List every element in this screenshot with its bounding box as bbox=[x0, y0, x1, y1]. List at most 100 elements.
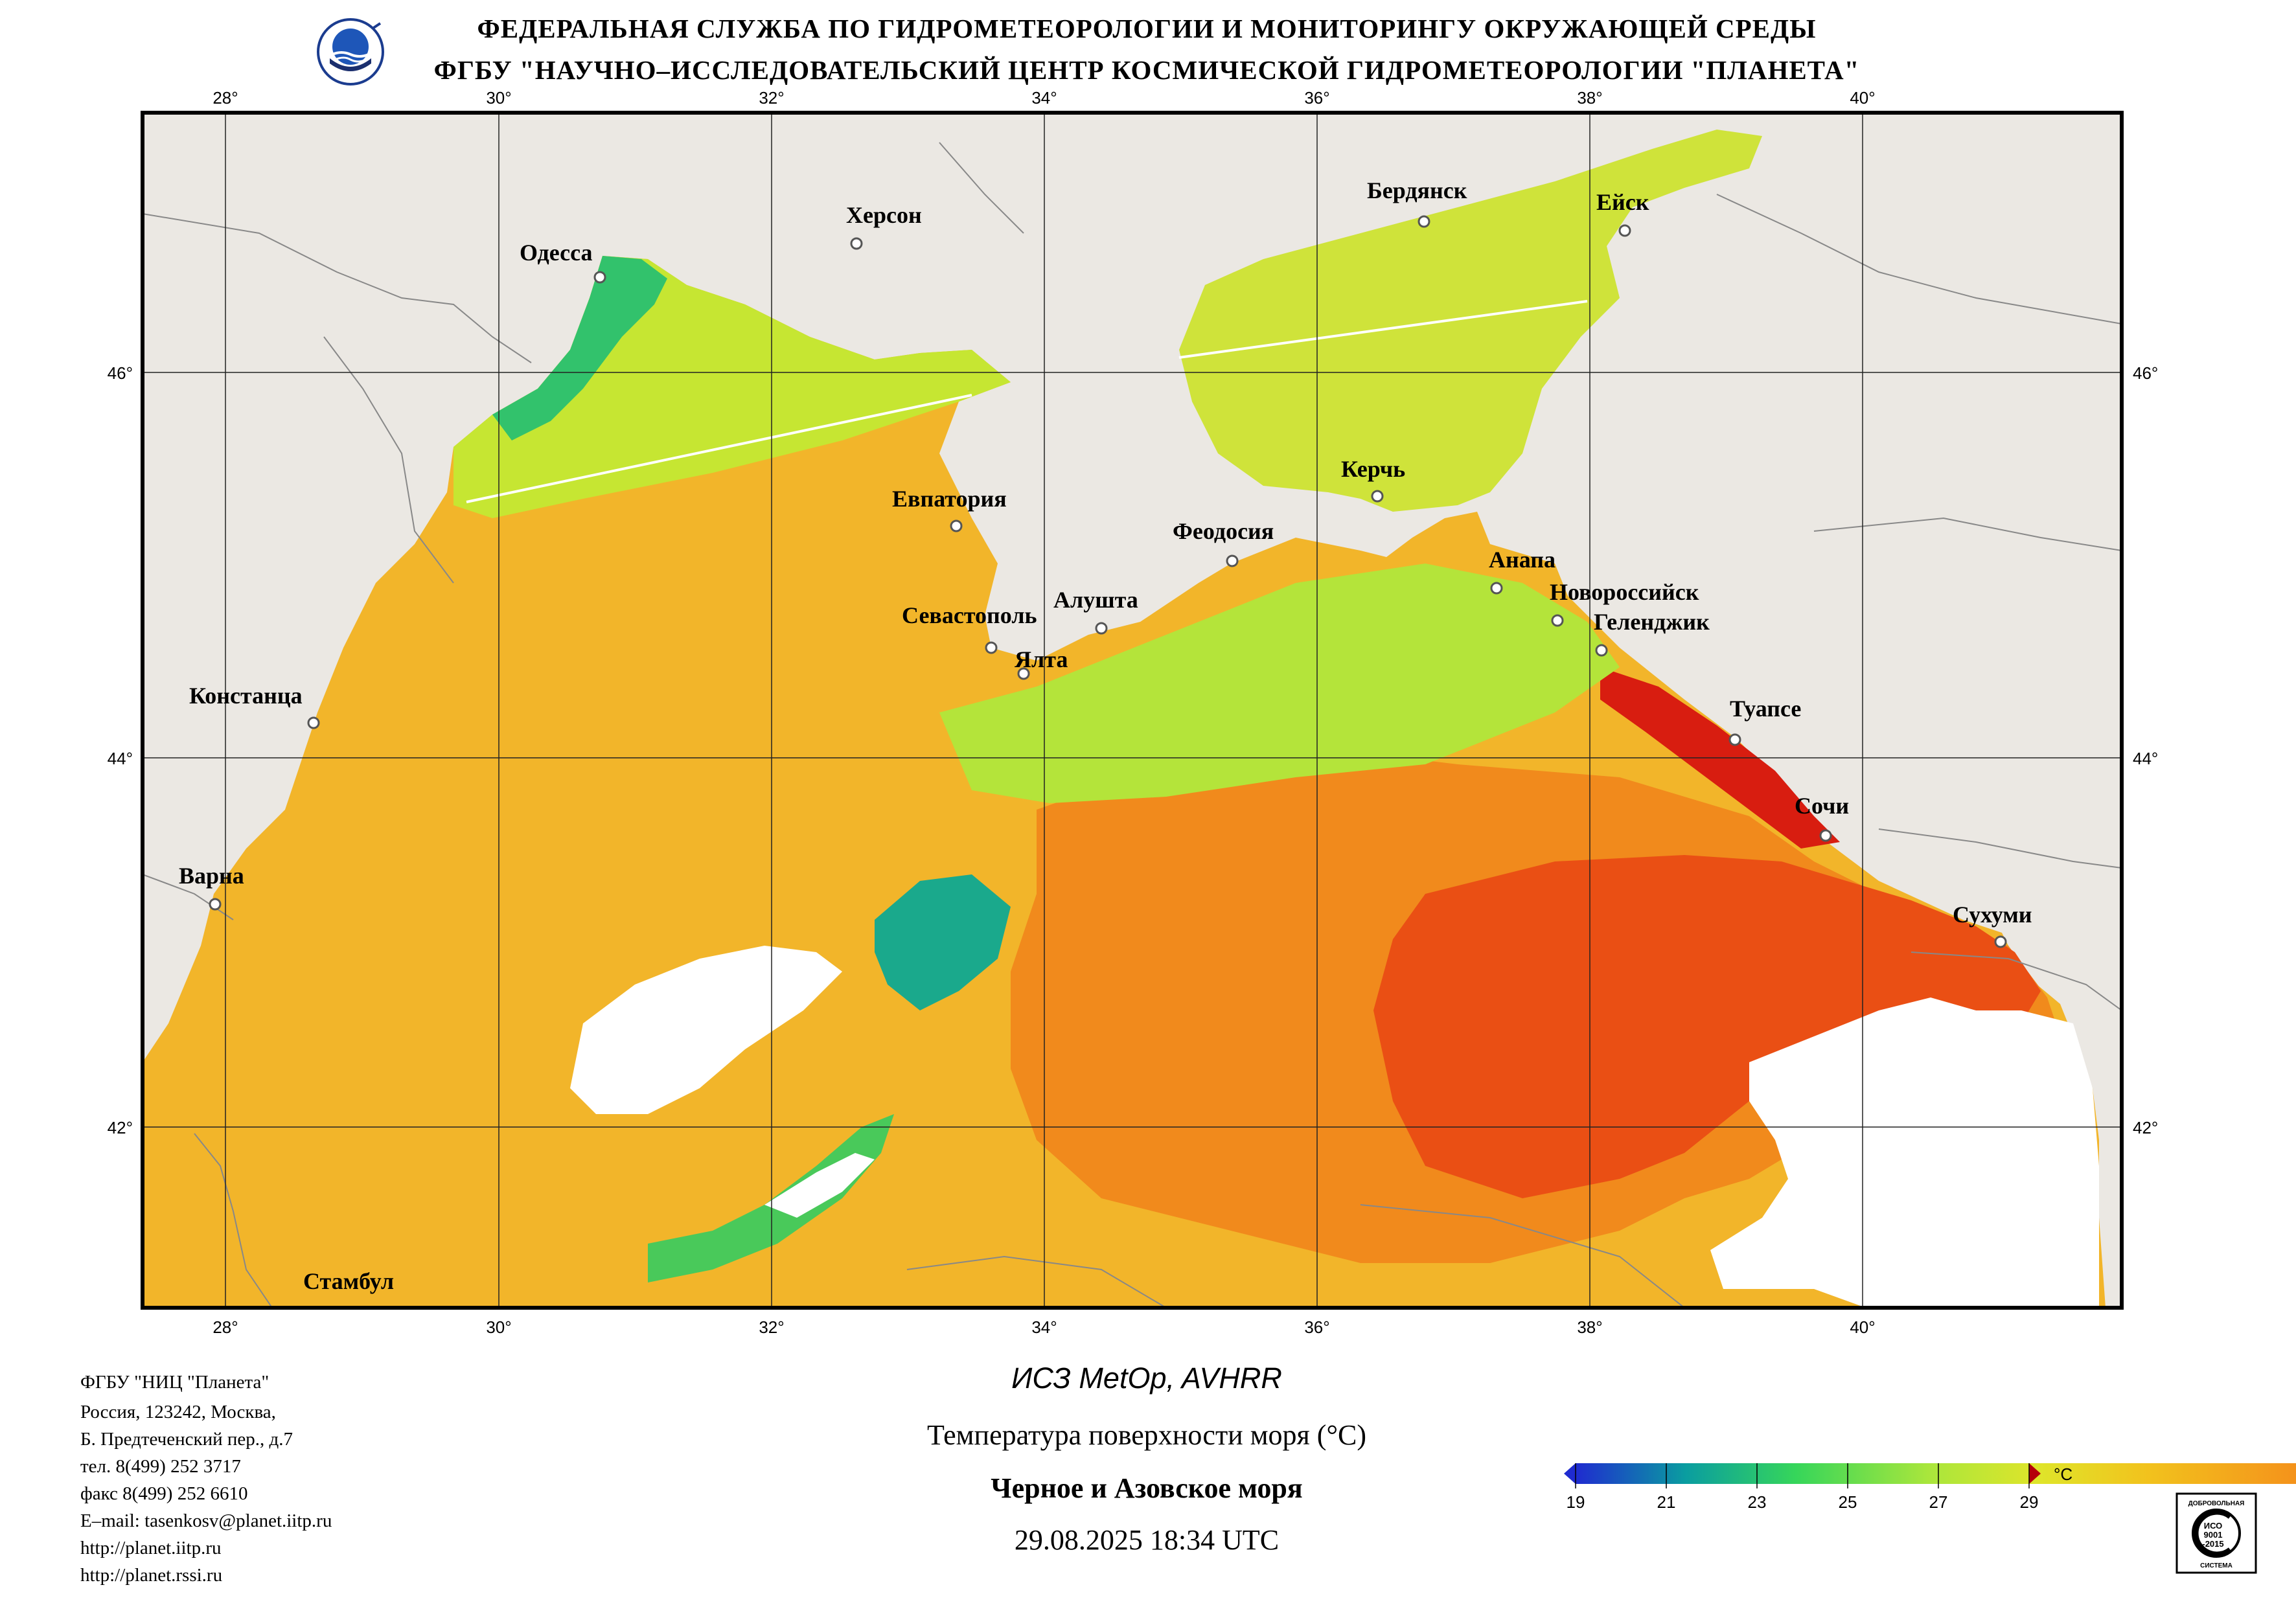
caption-region: Черное и Азовское моря bbox=[991, 1472, 1303, 1504]
sst-colorbar: 19 21 23 25 27 29 °C bbox=[1564, 1463, 2296, 1512]
cloud-mask-east bbox=[1710, 997, 2099, 1308]
map-frame bbox=[141, 111, 2124, 1310]
colorbar-tick-label: 21 bbox=[1657, 1492, 1676, 1512]
lon-label: 40° bbox=[1850, 1317, 1875, 1337]
info-url2[interactable]: http://planet.rssi.ru bbox=[80, 1565, 223, 1586]
lon-label: 30° bbox=[486, 1317, 511, 1337]
info-email[interactable]: E–mail: tasenkosv@planet.iitp.ru bbox=[80, 1510, 332, 1531]
caption-datetime: 29.08.2025 18:34 UTC bbox=[1014, 1524, 1280, 1556]
city-marker bbox=[850, 237, 863, 250]
colorbar-unit: °C bbox=[2054, 1465, 2072, 1484]
azov-white-swath-line bbox=[1178, 300, 1588, 359]
badge-bottom-text: СИСТЕМА bbox=[2200, 1562, 2233, 1569]
lat-label: 44° bbox=[2133, 749, 2158, 768]
city-marker bbox=[1095, 622, 1108, 635]
crimea-upwelling-zone bbox=[939, 564, 1620, 803]
info-phone: тел. 8(499) 252 3717 bbox=[80, 1456, 241, 1477]
header-title-line2: ФГБУ "НАУЧНО–ИССЛЕДОВАТЕЛЬСКИЙ ЦЕНТР КОС… bbox=[433, 55, 1860, 85]
central-cold-eddy bbox=[875, 874, 1011, 1010]
city-label-yalta: Ялта bbox=[1015, 646, 1068, 672]
badge-top-text: ДОБРОВОЛЬНАЯ bbox=[2188, 1500, 2245, 1507]
caption-parameter: Температура поверхности моря (°С) bbox=[926, 1419, 1367, 1451]
coordinate-grid bbox=[143, 113, 2122, 1308]
lon-label: 32° bbox=[759, 88, 784, 108]
lon-label: 38° bbox=[1577, 88, 1602, 108]
lon-label: 32° bbox=[759, 1317, 784, 1337]
longitude-labels-top: 28° 30° 32° 34° 36° 38° 40° bbox=[212, 88, 1875, 108]
city-marker bbox=[1371, 490, 1384, 503]
city-label-novorossiysk: Новороссийск bbox=[1550, 579, 1699, 605]
city-label-kerch: Керчь bbox=[1341, 456, 1405, 482]
city-marker bbox=[1226, 554, 1239, 567]
city-marker bbox=[1595, 644, 1608, 657]
lat-label: 44° bbox=[108, 749, 133, 768]
city-marker bbox=[1017, 667, 1030, 680]
city-label-istanbul: Стамбул bbox=[303, 1268, 394, 1294]
city-marker bbox=[1418, 215, 1430, 228]
city-label-kherson: Херсон bbox=[846, 202, 922, 228]
city-marker bbox=[1551, 614, 1564, 627]
info-address2: Б. Предтеченский пер., д.7 bbox=[80, 1429, 293, 1450]
city-marker bbox=[1728, 733, 1741, 746]
city-marker bbox=[209, 898, 222, 911]
lat-label: 42° bbox=[108, 1118, 133, 1137]
lon-label: 38° bbox=[1577, 1317, 1602, 1337]
roshydromet-logo-icon bbox=[317, 18, 384, 85]
header-title-line1: ФЕДЕРАЛЬНАЯ СЛУЖБА ПО ГИДРОМЕТЕОРОЛОГИИ … bbox=[477, 14, 1817, 43]
colorbar-tick-label: 29 bbox=[2020, 1492, 2039, 1512]
lon-label: 40° bbox=[1850, 88, 1875, 108]
colorbar-max-arrow bbox=[2029, 1463, 2041, 1484]
lon-label: 30° bbox=[486, 88, 511, 108]
lat-label: 46° bbox=[108, 363, 133, 383]
info-address1: Россия, 123242, Москва, bbox=[80, 1402, 276, 1422]
city-label-tuapse: Туапсе bbox=[1730, 696, 1801, 722]
lat-label: 42° bbox=[2133, 1118, 2158, 1137]
city-label-constanta: Констанца bbox=[189, 683, 303, 709]
city-marker bbox=[1618, 224, 1631, 237]
city-label-anapa: Анапа bbox=[1489, 547, 1556, 573]
city-label-odessa: Одесса bbox=[520, 240, 593, 266]
colorbar-tick-label: 23 bbox=[1748, 1492, 1767, 1512]
colorbar-tick-label: 19 bbox=[1567, 1492, 1585, 1512]
cloud-mask-turkey bbox=[764, 1153, 875, 1218]
colorbar-tick-label: 25 bbox=[1839, 1492, 1857, 1512]
city-label-alushta: Алушта bbox=[1053, 587, 1138, 613]
longitude-labels-bottom: 28° 30° 32° 34° 36° 38° 40° bbox=[212, 1317, 1875, 1337]
turkish-coast-cool-band bbox=[648, 1114, 894, 1282]
city-label-varna: Варна bbox=[179, 863, 244, 889]
black-sea-white-swath-line bbox=[466, 394, 972, 503]
lon-label: 36° bbox=[1304, 1317, 1329, 1337]
colorbar-tick-labels: 19 21 23 25 27 29 bbox=[1567, 1492, 2039, 1512]
lon-label: 34° bbox=[1031, 1317, 1057, 1337]
colorbar-tick-label: 27 bbox=[1929, 1492, 1948, 1512]
odessa-cold-coastal-band bbox=[492, 256, 667, 440]
city-marker bbox=[985, 641, 998, 654]
city-marker bbox=[593, 271, 606, 284]
city-label-evpatoria: Евпатория bbox=[892, 486, 1007, 512]
latitude-labels-right: 46° 44° 42° bbox=[2133, 363, 2158, 1137]
city-label-berdyansk: Бердянск bbox=[1367, 177, 1467, 203]
city-label-sevastopol: Севастополь bbox=[902, 602, 1037, 628]
badge-ring bbox=[2192, 1509, 2241, 1558]
lon-label: 28° bbox=[212, 1317, 238, 1337]
lon-label: 34° bbox=[1031, 88, 1057, 108]
info-org: ФГБУ "НИЦ "Планета" bbox=[80, 1372, 270, 1393]
colorbar-gradient bbox=[1576, 1463, 2296, 1484]
city-marker bbox=[1819, 829, 1832, 842]
lat-label: 46° bbox=[2133, 363, 2158, 383]
city-label-yeysk: Ейск bbox=[1596, 189, 1649, 215]
badge-year: -2015 bbox=[2202, 1539, 2223, 1549]
city-label-feodosia: Феодосия bbox=[1173, 518, 1274, 544]
azov-sea-water bbox=[1179, 130, 1762, 512]
city-labels: Одесса Херсон Бердянск Ейск Евпатория Ке… bbox=[179, 177, 2032, 1294]
lon-label: 28° bbox=[212, 88, 238, 108]
info-fax: факс 8(499) 252 6610 bbox=[80, 1483, 248, 1504]
badge-c-mark bbox=[2194, 1510, 2232, 1556]
caption-satellite: ИСЗ MetOp, AVHRR bbox=[1011, 1362, 1282, 1395]
badge-iso: ИСО bbox=[2204, 1521, 2223, 1531]
info-url1[interactable]: http://planet.iitp.ru bbox=[80, 1538, 222, 1558]
city-marker bbox=[950, 519, 963, 532]
eastern-hot-zone bbox=[1373, 855, 2041, 1198]
